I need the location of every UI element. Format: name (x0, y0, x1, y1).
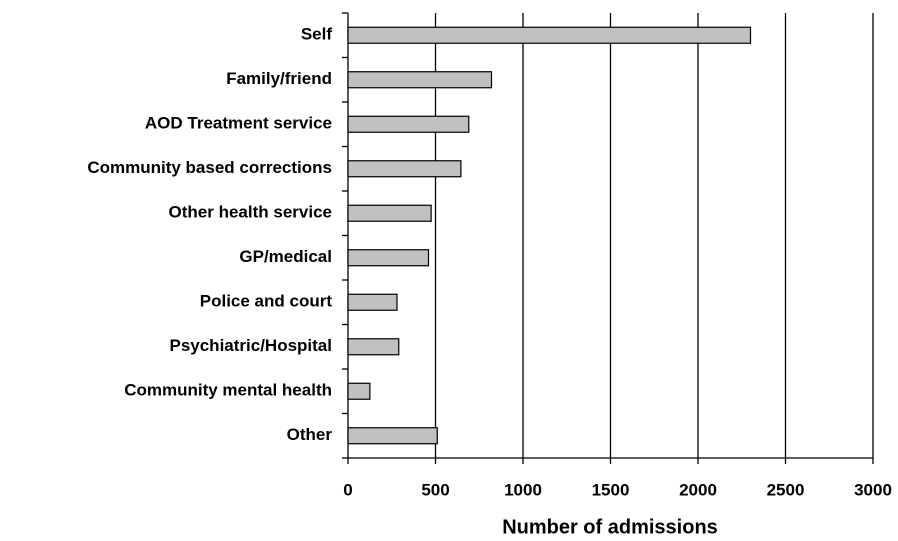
y-tick-label: Community based corrections (87, 158, 332, 177)
bar (347, 204, 432, 222)
x-tick-label: 500 (421, 480, 449, 499)
x-tick-label: 1500 (592, 480, 630, 499)
bar (347, 26, 752, 44)
bar (347, 115, 470, 133)
x-tick-label: 0 (343, 480, 352, 499)
x-tick-label: 3000 (854, 480, 892, 499)
bar (347, 249, 430, 267)
y-tick-label: Psychiatric/Hospital (169, 336, 332, 355)
y-tick-label: Police and court (200, 292, 333, 311)
bar (347, 427, 438, 445)
x-tick-label: 2000 (679, 480, 717, 499)
x-axis-title: Number of admissions (502, 516, 718, 538)
y-tick-label: GP/medical (239, 247, 332, 266)
y-tick-label: Other health service (169, 203, 332, 222)
bar (347, 71, 493, 89)
x-tick-label: 1000 (504, 480, 542, 499)
y-tick-label: Community mental health (124, 381, 332, 400)
bar (347, 338, 400, 356)
bar (347, 293, 398, 311)
y-tick-label: Family/friend (226, 69, 332, 88)
bar (347, 382, 371, 400)
x-tick-label: 2500 (767, 480, 805, 499)
bar (347, 160, 462, 178)
y-tick-label: Self (301, 25, 333, 44)
y-tick-label: AOD Treatment service (145, 114, 332, 133)
y-tick-label: Other (287, 425, 333, 444)
